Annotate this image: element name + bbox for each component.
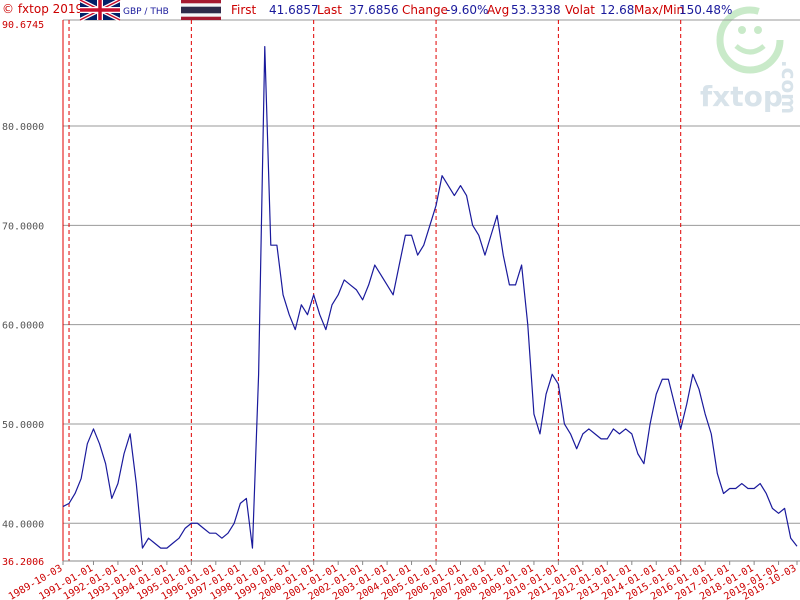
y-tick-label: 36.2006: [2, 557, 44, 568]
watermark-ring: [716, 6, 784, 74]
y-tick-label: 60.0000: [2, 321, 44, 332]
stat-value: -9.60%: [446, 3, 488, 17]
y-tick-label: 40.0000: [2, 519, 44, 530]
stat-label: Volat: [565, 3, 595, 17]
flag-th: [181, 0, 221, 20]
stat-value: 37.6856: [349, 3, 399, 17]
watermark-text: fxtop: [700, 80, 783, 113]
stat-value: 53.3338: [511, 3, 561, 17]
watermark-smile: [734, 44, 766, 55]
flag-stripe: [181, 6, 221, 14]
y-tick-label: 50.0000: [2, 420, 44, 431]
stat-label: Max/Min: [634, 3, 684, 17]
stat-label: Avg: [487, 3, 509, 17]
stat-value: 41.6857: [269, 3, 319, 17]
watermark-suffix: .com: [777, 60, 800, 114]
watermark: fxtop .com: [700, 6, 800, 114]
flag-uk: [79, 0, 121, 22]
stat-value: 150.48%: [679, 3, 732, 17]
y-tick-label: 80.0000: [2, 122, 44, 133]
stat-label: First: [231, 3, 257, 17]
stat-label: Change: [402, 3, 448, 17]
flag-cross-red: [80, 0, 120, 20]
copyright: © fxtop 2019: [2, 2, 83, 16]
currency-pair: GBP / THB: [123, 7, 169, 17]
stat-value: 12.68: [600, 3, 634, 17]
y-tick-label: 70.0000: [2, 221, 44, 232]
stat-label: Last: [317, 3, 342, 17]
y-tick-label: 90.6745: [2, 20, 44, 31]
watermark-eye: [754, 26, 762, 34]
price-line: [62, 45, 798, 549]
plot: [62, 45, 798, 549]
watermark-eye: [738, 26, 746, 34]
